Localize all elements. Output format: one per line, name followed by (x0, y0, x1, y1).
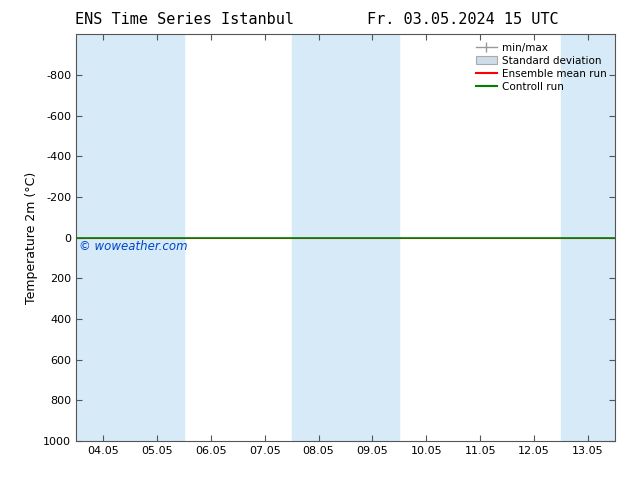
Text: © woweather.com: © woweather.com (79, 240, 188, 253)
Bar (561, 34, 615, 441)
Bar (292, 34, 399, 441)
Y-axis label: Temperature 2m (°C): Temperature 2m (°C) (25, 172, 37, 304)
Legend: min/max, Standard deviation, Ensemble mean run, Controll run: min/max, Standard deviation, Ensemble me… (473, 40, 610, 95)
Bar (76, 34, 184, 441)
Text: ENS Time Series Istanbul        Fr. 03.05.2024 15 UTC: ENS Time Series Istanbul Fr. 03.05.2024 … (75, 12, 559, 27)
